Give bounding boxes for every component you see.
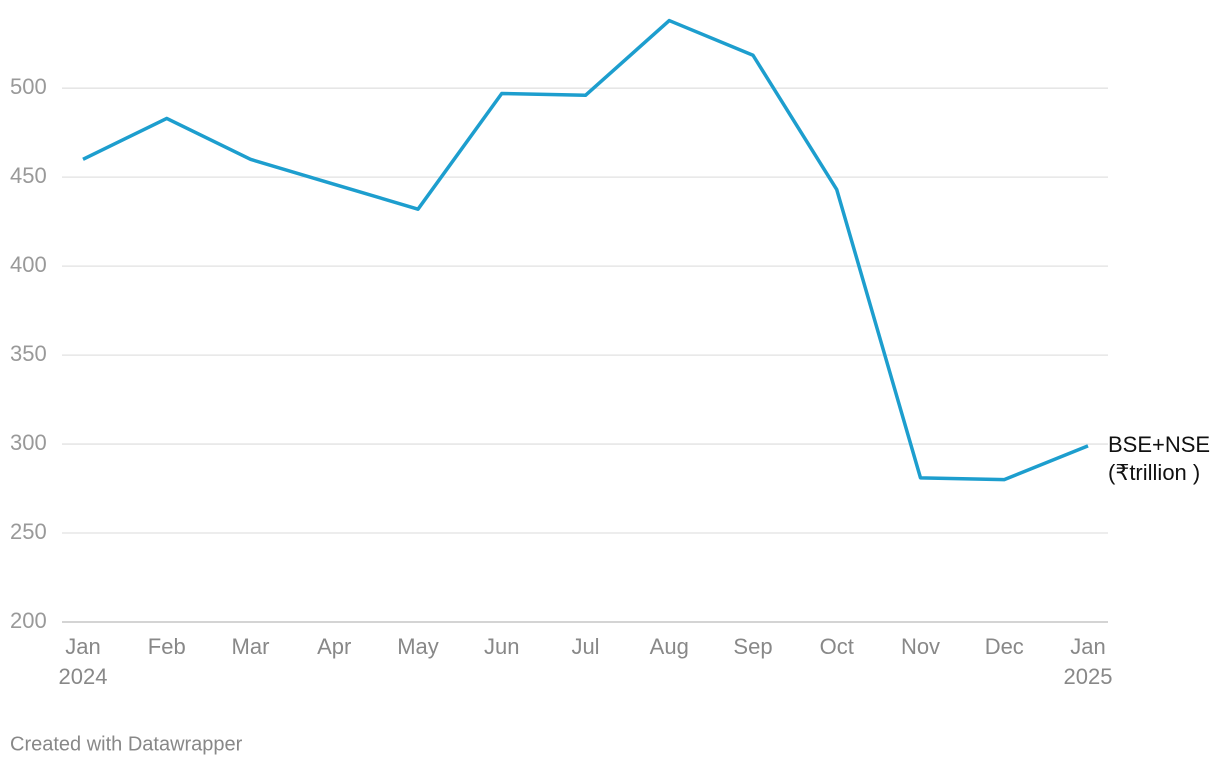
x-tick-label: Jan 2025	[1064, 634, 1113, 689]
line	[82, 18, 1089, 482]
series-label: BSE+NSE (₹trillion )	[1108, 432, 1210, 485]
y-tick-label: 300	[10, 430, 47, 455]
y-tick-label: 450	[10, 163, 47, 188]
y-tick-label: 400	[10, 252, 47, 277]
x-tick-label: Apr	[317, 634, 351, 659]
footer: Created with Datawrapper	[10, 733, 243, 755]
x-tick-label: Jun	[484, 634, 519, 659]
x-tick-label: Mar	[232, 634, 270, 659]
x-tick-label: Dec	[985, 634, 1024, 659]
x-tick-label: Jan 2024	[59, 634, 108, 689]
y-tick-label: 200	[10, 608, 47, 633]
y-tick-label: 350	[10, 341, 47, 366]
x-tick-label: Aug	[650, 634, 689, 659]
y-tick-label: 250	[10, 519, 47, 544]
x-tick-label: Oct	[820, 634, 854, 659]
x-tick-label: May	[397, 634, 439, 659]
x-tick-label: Sep	[733, 634, 772, 659]
x-tick-label: Nov	[901, 634, 940, 659]
y-tick-label: 500	[10, 74, 47, 99]
x-tick-label: Feb	[148, 634, 186, 659]
x-tick-label: Jul	[571, 634, 599, 659]
